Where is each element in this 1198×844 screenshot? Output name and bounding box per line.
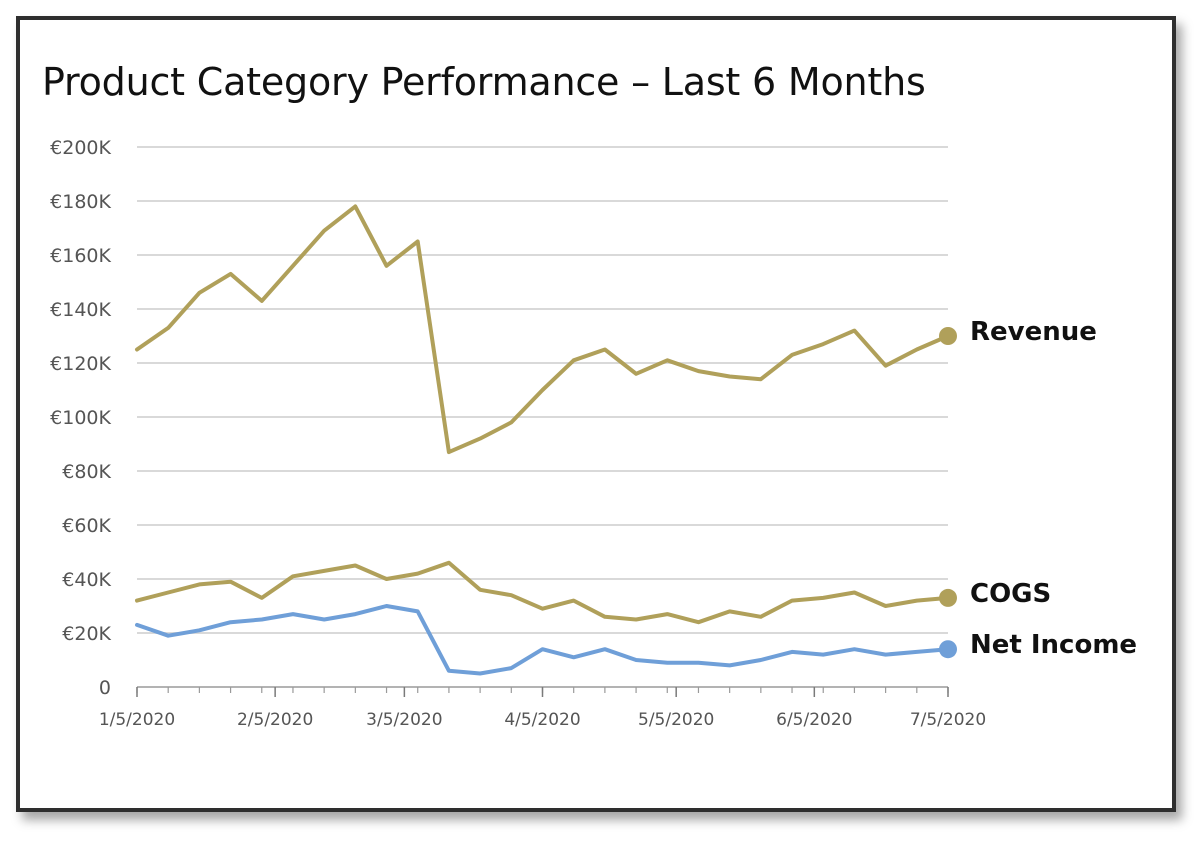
series-end-labels: Revenue COGS Net Income xyxy=(970,317,1137,660)
revenue-line xyxy=(135,204,950,455)
net-income-end-marker xyxy=(939,640,957,659)
cogs-label: COGS xyxy=(970,579,1051,609)
revenue-label: Revenue xyxy=(970,317,1097,347)
x-tick-label: 4/5/2020 xyxy=(504,710,580,730)
y-tick-label: €160K xyxy=(50,245,111,267)
net-income-label: Net Income xyxy=(970,630,1137,660)
x-tick-label: 1/5/2020 xyxy=(99,710,175,730)
y-tick-label: €20K xyxy=(62,623,111,645)
revenue-end-marker xyxy=(939,327,957,345)
x-axis xyxy=(136,686,949,697)
y-tick-label: €140K xyxy=(50,299,111,321)
series-lines xyxy=(135,204,957,676)
x-tick-label: 6/5/2020 xyxy=(776,710,852,730)
y-tick-label: 0 xyxy=(99,677,111,699)
chart-title: Product Category Performance – Last 6 Mo… xyxy=(42,60,926,104)
y-tick-label: €180K xyxy=(50,191,111,213)
chart-frame xyxy=(16,16,1176,812)
cogs-line xyxy=(135,560,950,625)
gridlines xyxy=(137,146,948,634)
x-tick-label: 7/5/2020 xyxy=(910,710,986,730)
y-tick-label: €200K xyxy=(50,137,111,159)
y-tick-label: €120K xyxy=(50,353,111,375)
net-income-line xyxy=(135,604,950,676)
y-tick-label: €60K xyxy=(62,515,111,537)
cogs-end-marker xyxy=(939,588,957,607)
x-tick-label: 5/5/2020 xyxy=(638,710,714,730)
y-axis-tick-labels: 0 €20K €40K €60K €80K €100K €120K €140K €160K €18… xyxy=(50,137,111,699)
y-tick-label: €40K xyxy=(62,569,111,591)
x-axis-tick-labels: 1/5/2020 2/5/2020 3/5/2020 4/5/2020 5/5/2020… xyxy=(99,710,986,730)
y-tick-label: €80K xyxy=(62,461,111,483)
x-tick-label: 3/5/2020 xyxy=(366,710,442,730)
y-tick-label: €100K xyxy=(50,407,111,429)
x-tick-label: 2/5/2020 xyxy=(237,710,313,730)
